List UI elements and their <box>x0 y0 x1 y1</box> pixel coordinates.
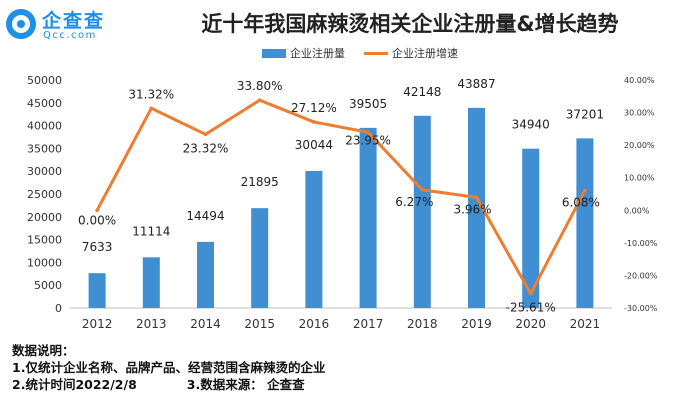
legend-bar-label: 企业注册量 <box>290 47 345 60</box>
y-left-tick-label: 15000 <box>27 234 62 247</box>
growth-point-2018 <box>420 188 425 192</box>
growth-value-label: 6.08% <box>562 195 600 209</box>
bar-2017 <box>359 127 377 308</box>
bar-value-label: 37201 <box>566 107 604 121</box>
bar-value-label: 11114 <box>132 224 170 238</box>
growth-point-2021 <box>583 188 587 193</box>
chart-title: 近十年我国麻辣烫相关企业注册量&增长趋势 <box>201 12 619 36</box>
chart-legend: 企业注册量 企业注册增速 <box>0 45 685 61</box>
bar-value-label: 30044 <box>295 138 333 152</box>
growth-point-2015 <box>257 98 262 102</box>
growth-point-2012 <box>95 208 99 213</box>
growth-point-2020 <box>528 291 533 296</box>
bar-value-label: 43887 <box>457 77 495 91</box>
bar-2015 <box>251 208 269 308</box>
bar-2014 <box>197 241 214 308</box>
chart-plot: 0 5000 10000 15000 20000 25000 30000 35000 40000… <box>27 74 658 331</box>
growth-point-2016 <box>312 120 316 124</box>
growth-value-label: -25.61% <box>506 301 556 315</box>
x-tick-label: 2019 <box>461 317 492 331</box>
logo-subtitle: Qcc.com <box>43 30 97 41</box>
y-left-tick-label: 25000 <box>27 188 62 201</box>
bar-2018 <box>413 115 431 309</box>
legend-item-bar: 企业注册量 <box>262 45 345 61</box>
notes-line-1: 1.仅统计企业名称、品牌产品、经营范围含麻辣烫的企业 <box>12 360 326 375</box>
notes-heading: 数据说明： <box>12 343 75 358</box>
x-tick-label: 2012 <box>82 317 113 331</box>
bar-value-label: 21895 <box>241 175 279 189</box>
y-left-tick-label: 35000 <box>27 142 62 155</box>
y-left-tick-label: 45000 <box>27 97 62 110</box>
x-tick-label: 2015 <box>244 317 275 331</box>
x-tick-label: 2020 <box>515 317 546 331</box>
growth-value-label: 23.32% <box>183 141 229 155</box>
legend-line-label: 企业注册增速 <box>392 47 458 60</box>
growth-rate-line <box>95 98 587 296</box>
bar-value-label: 39505 <box>349 97 387 111</box>
x-tick-label: 2021 <box>570 317 601 331</box>
y-left-tick-label: 30000 <box>27 165 62 178</box>
notes-line-3: 3.数据来源： 企查查 <box>186 377 305 392</box>
qcc-logo: 企查查 Qcc.com <box>6 6 156 42</box>
y-left-tick-label: 50000 <box>27 74 62 87</box>
growth-point-2017 <box>366 130 370 135</box>
y-left-tick-label: 5000 <box>34 279 62 292</box>
bar-value-label: 14494 <box>186 209 224 223</box>
bar-2012 <box>88 273 106 308</box>
y-left-tick-label: 0 <box>55 302 62 315</box>
growth-value-label: 33.80% <box>237 79 283 93</box>
legend-line-swatch <box>364 51 388 55</box>
y-right-tick-label: 20.00% <box>624 141 655 150</box>
y-left-tick-label: 20000 <box>27 211 62 224</box>
growth-value-label: 27.12% <box>291 101 337 115</box>
qcc-logo-icon <box>6 9 36 39</box>
legend-item-line: 企业注册增速 <box>364 45 458 61</box>
growth-value-label: 6.27% <box>395 195 433 209</box>
bar-value-label: 42148 <box>403 85 441 99</box>
bar-value-label: 7633 <box>82 240 113 254</box>
growth-point-2013 <box>149 106 154 111</box>
bar-2020 <box>522 148 540 308</box>
bar-value-label: 34940 <box>512 118 550 132</box>
x-tick-label: 2013 <box>136 317 167 331</box>
bar-2013 <box>142 257 160 308</box>
y-right-tick-label: -10.00% <box>624 239 658 248</box>
y-left-tick-label: 40000 <box>27 120 62 133</box>
bar-2021 <box>576 138 594 308</box>
y-right-tick-label: 0.00% <box>624 206 650 215</box>
notes-line-2: 2.统计时间2022/2/8 <box>12 377 137 392</box>
bar-2016 <box>305 170 323 308</box>
y-right-tick-label: 10.00% <box>624 174 655 183</box>
y-right-tick-label: -30.00% <box>624 304 658 313</box>
x-tick-label: 2016 <box>299 317 330 331</box>
growth-point-2014 <box>203 132 208 137</box>
legend-bar-swatch <box>262 48 286 58</box>
data-notes: 数据说明： 1.仅统计企业名称、品牌产品、经营范围含麻辣烫的企业 2.统计时间2… <box>12 342 325 393</box>
y-left-tick-label: 10000 <box>27 256 62 269</box>
y-right-tick-label: 30.00% <box>624 109 655 118</box>
y-right-tick-label: 40.00% <box>624 76 655 85</box>
x-tick-label: 2014 <box>190 317 221 331</box>
growth-value-label: 0.00% <box>78 213 116 227</box>
growth-point-2019 <box>474 195 479 200</box>
growth-value-label: 23.95% <box>345 133 391 147</box>
growth-value-label: 31.32% <box>128 87 174 101</box>
y-right-tick-label: -20.00% <box>624 271 658 280</box>
logo-name: 企查查 <box>42 10 106 32</box>
growth-value-label: 3.96% <box>453 202 491 216</box>
bar-2019 <box>468 107 485 309</box>
x-tick-label: 2018 <box>407 317 438 331</box>
x-tick-label: 2017 <box>353 317 384 331</box>
